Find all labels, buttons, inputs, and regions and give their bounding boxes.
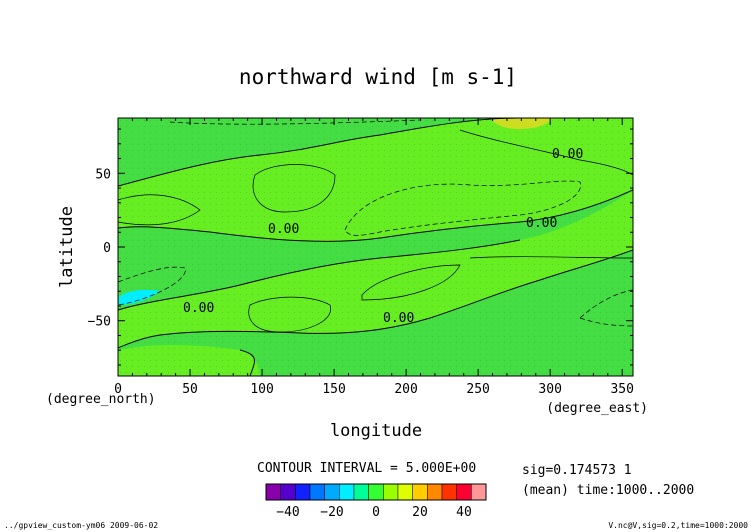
negative-contour-3 bbox=[118, 266, 186, 306]
y-tick-label: −50 bbox=[88, 315, 111, 330]
y-axis-label: latitude bbox=[57, 206, 77, 288]
background-texture bbox=[118, 118, 633, 376]
negative-contour-4 bbox=[579, 289, 633, 319]
contour-label-5: 0.00 bbox=[383, 311, 414, 326]
strong-positive-patch bbox=[490, 118, 553, 129]
zero-contour-2 bbox=[118, 189, 633, 242]
x-tick-label: 0 bbox=[114, 382, 122, 397]
positive-contour-4 bbox=[361, 264, 461, 301]
x-tick-label: 150 bbox=[322, 382, 345, 397]
colorbar-swatch bbox=[339, 483, 355, 501]
colorbar-swatch bbox=[412, 483, 428, 501]
zero-contour-3 bbox=[118, 239, 521, 311]
colorbar-swatch bbox=[280, 483, 296, 501]
negative-contour-5 bbox=[579, 317, 633, 327]
info-line-2: (mean) time:1000..2000 bbox=[522, 483, 694, 498]
footer-right: V.nc@V,sig=0.2,time=1000:2000 bbox=[608, 521, 748, 530]
y-axis-unit: (degree_north) bbox=[46, 392, 156, 407]
positive-contours bbox=[118, 129, 633, 333]
colorbar-swatch bbox=[456, 483, 472, 501]
colorbar-swatch bbox=[309, 483, 325, 501]
x-axis-label: longitude bbox=[330, 421, 422, 441]
colorbar-tick-label: −40 bbox=[276, 505, 299, 520]
colorbar-swatch bbox=[353, 483, 369, 501]
x-tick-label: 50 bbox=[182, 382, 198, 397]
negative-patch bbox=[119, 289, 160, 305]
x-axis: 0 50 100 150 200 250 300 350 bbox=[114, 118, 634, 397]
colorbar-tick-label: 40 bbox=[456, 505, 472, 520]
positive-contour-6 bbox=[469, 256, 633, 259]
positive-contour-3 bbox=[248, 296, 331, 333]
x-axis-unit: (degree_east) bbox=[546, 401, 648, 416]
y-tick-label: 0 bbox=[103, 241, 111, 256]
colorbar-tick-label: −20 bbox=[320, 505, 343, 520]
colorbar-tick-label: 0 bbox=[372, 505, 380, 520]
contour-label-4: 0.00 bbox=[183, 301, 214, 316]
x-tick-label: 350 bbox=[610, 382, 633, 397]
colorbar-ticks: −40 −20 0 20 40 bbox=[276, 505, 472, 520]
negative-contours bbox=[118, 119, 633, 327]
x-tick-label: 100 bbox=[250, 382, 273, 397]
x-tick-label: 250 bbox=[466, 382, 489, 397]
contour-label-2: 0.00 bbox=[268, 222, 299, 237]
colorbar-swatch bbox=[265, 483, 281, 501]
positive-contour-5 bbox=[459, 129, 633, 176]
x-tick-label: 300 bbox=[538, 382, 561, 397]
colorbar-frame bbox=[265, 483, 487, 501]
y-axis: −50 0 50 bbox=[88, 128, 633, 366]
zero-contour-1 bbox=[118, 118, 521, 187]
zero-contour-5 bbox=[239, 349, 255, 376]
positive-contour-1 bbox=[118, 194, 201, 226]
contour-label-1: 0.00 bbox=[552, 147, 583, 162]
positive-contour-2 bbox=[252, 164, 336, 213]
contour-interval-text: CONTOUR INTERVAL = 5.000E+00 bbox=[257, 461, 476, 476]
plot-area: 0.00 0.00 0.00 0.00 0.00 bbox=[118, 118, 633, 376]
negative-contour-2 bbox=[344, 180, 581, 236]
footer-left: ../gpview_custom-ym06 2009-06-02 bbox=[4, 521, 158, 530]
colorbar bbox=[265, 483, 487, 501]
colorbar-swatch bbox=[368, 483, 384, 501]
info-line-1: sig=0.174573 1 bbox=[522, 463, 632, 478]
contour-labels: 0.00 0.00 0.00 0.00 0.00 bbox=[183, 147, 583, 326]
colorbar-swatch bbox=[471, 483, 487, 501]
zero-contour-4 bbox=[118, 249, 633, 349]
colorbar-swatch bbox=[383, 483, 399, 501]
colorbar-swatch bbox=[427, 483, 443, 501]
colorbar-swatch bbox=[324, 483, 340, 501]
contour-label-3: 0.00 bbox=[526, 216, 557, 231]
colorbar-swatch bbox=[295, 483, 311, 501]
chart-title: northward wind [m s-1] bbox=[239, 65, 517, 89]
y-tick-label: 50 bbox=[95, 167, 111, 182]
x-tick-label: 200 bbox=[394, 382, 417, 397]
zero-contours bbox=[118, 118, 633, 376]
colorbar-swatch bbox=[441, 483, 457, 501]
colorbar-swatch bbox=[397, 483, 413, 501]
colorbar-tick-label: 20 bbox=[412, 505, 428, 520]
